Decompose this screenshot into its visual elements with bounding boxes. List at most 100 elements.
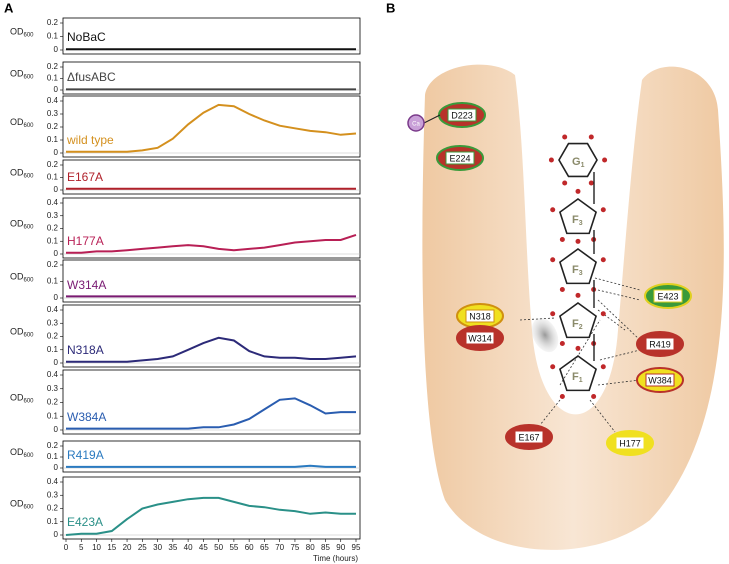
y-axis-label-main: OD bbox=[10, 117, 24, 127]
y-axis-label: OD600 bbox=[10, 327, 34, 338]
y-axis-label-main: OD bbox=[10, 27, 24, 37]
y-tick-label: 0 bbox=[54, 530, 59, 539]
y-tick-label: 0.1 bbox=[47, 517, 59, 526]
y-axis-label-sub: 600 bbox=[24, 398, 35, 404]
y-tick-label: 0.3 bbox=[47, 109, 59, 118]
residue-box bbox=[645, 337, 675, 351]
oxygen bbox=[559, 394, 565, 400]
x-tick-label: 0 bbox=[64, 543, 69, 552]
y-axis-label-sub: 600 bbox=[24, 277, 35, 283]
plot-frame bbox=[62, 304, 361, 368]
series-label: ΔfusABC bbox=[67, 70, 116, 84]
oxygen bbox=[588, 134, 594, 140]
ring-label: F3 bbox=[572, 214, 583, 227]
ring-letter: F bbox=[572, 214, 579, 226]
ring-label: F2 bbox=[572, 318, 583, 331]
ring-letter: G bbox=[572, 156, 581, 168]
panel-label: B bbox=[386, 0, 395, 15]
series-label: N318A bbox=[67, 343, 104, 357]
plot-frame bbox=[62, 476, 361, 540]
y-axis-label-sub: 600 bbox=[24, 74, 35, 80]
x-tick-label: 50 bbox=[214, 543, 223, 552]
y-tick-label: 0 bbox=[54, 45, 59, 54]
residue-label: N318 bbox=[469, 311, 491, 321]
plot-frame bbox=[62, 159, 361, 195]
x-tick-label: 20 bbox=[123, 543, 132, 552]
x-tick-label: 40 bbox=[184, 543, 193, 552]
line bbox=[65, 496, 356, 536]
plot-frame bbox=[62, 197, 361, 259]
ring-sub: 2 bbox=[579, 324, 583, 331]
y-axis-label: OD600 bbox=[10, 272, 34, 283]
ring-label: F3 bbox=[572, 264, 583, 277]
y-axis-label: OD600 bbox=[10, 27, 34, 38]
series-label: NoBaC bbox=[67, 30, 106, 44]
ring-sub: 1 bbox=[581, 162, 585, 169]
oxygen bbox=[591, 394, 597, 400]
x-tick-label: 90 bbox=[336, 543, 345, 552]
x-tick-label: 25 bbox=[138, 543, 147, 552]
y-tick-label: 0.1 bbox=[47, 236, 59, 245]
y-tick-label: 0.1 bbox=[47, 452, 59, 461]
x-axis-label: Time (hours) bbox=[313, 554, 358, 563]
y-tick-label: 0.1 bbox=[47, 32, 59, 41]
ring-sub: 1 bbox=[579, 377, 583, 384]
residue-box bbox=[447, 108, 477, 122]
oxygen bbox=[600, 207, 606, 213]
line bbox=[66, 464, 356, 468]
line bbox=[66, 336, 357, 363]
y-tick-label: 0 bbox=[54, 293, 59, 302]
y-axis-label: OD600 bbox=[10, 117, 34, 128]
residue-label: R419 bbox=[649, 339, 671, 349]
x-tick-label: 45 bbox=[199, 543, 208, 552]
oxygen bbox=[559, 237, 565, 243]
oxygen bbox=[550, 257, 556, 263]
y-axis-label-sub: 600 bbox=[24, 504, 35, 510]
x-tick-label: 75 bbox=[290, 543, 299, 552]
binding-cleft bbox=[422, 64, 724, 550]
residue-box bbox=[645, 373, 675, 387]
oxygen bbox=[575, 238, 581, 244]
y-axis-label-main: OD bbox=[10, 272, 24, 282]
y-tick-label: 0.4 bbox=[47, 370, 59, 379]
y-tick-label: 0.3 bbox=[47, 384, 59, 393]
plot-frame bbox=[62, 17, 361, 55]
y-tick-label: 0.2 bbox=[47, 332, 59, 341]
y-tick-label: 0.3 bbox=[47, 318, 59, 327]
calcium bbox=[407, 114, 425, 132]
ring-sub: 3 bbox=[579, 220, 583, 227]
y-axis-label-sub: 600 bbox=[24, 173, 35, 179]
y-tick-label: 0.2 bbox=[47, 62, 59, 71]
sugar-ring bbox=[558, 248, 598, 285]
residue-box bbox=[465, 309, 495, 323]
x-tick-label: 10 bbox=[92, 543, 101, 552]
sugar-ring bbox=[558, 302, 598, 339]
oxygen bbox=[600, 257, 606, 263]
y-tick-label: 0.4 bbox=[47, 477, 59, 486]
series-label: R419A bbox=[67, 448, 104, 462]
residue-box bbox=[615, 436, 645, 450]
y-axis-label-main: OD bbox=[10, 499, 24, 509]
oxygen bbox=[602, 157, 608, 163]
x-tick-label: 55 bbox=[229, 543, 238, 552]
ring-sub: 3 bbox=[579, 270, 583, 277]
y-axis-label-main: OD bbox=[10, 69, 24, 79]
y-tick-label: 0 bbox=[54, 185, 59, 194]
y-tick-label: 0.2 bbox=[47, 398, 59, 407]
y-tick-label: 0 bbox=[54, 358, 59, 367]
y-tick-label: 0 bbox=[54, 463, 59, 472]
plot-frame bbox=[62, 95, 361, 158]
y-axis-label-main: OD bbox=[10, 327, 24, 337]
x-tick-label: 80 bbox=[306, 543, 315, 552]
ring-label: G1 bbox=[572, 156, 585, 169]
y-tick-label: 0.3 bbox=[47, 490, 59, 499]
oxygen bbox=[575, 345, 581, 351]
y-tick-label: 0 bbox=[54, 249, 59, 258]
residue-label: W314 bbox=[468, 333, 492, 343]
ring-letter: F bbox=[572, 318, 579, 330]
oxygen bbox=[550, 311, 556, 317]
oxygen bbox=[588, 180, 594, 186]
y-tick-label: 0.2 bbox=[47, 260, 59, 269]
x-tick-label: 65 bbox=[260, 543, 269, 552]
oxygen bbox=[559, 341, 565, 347]
